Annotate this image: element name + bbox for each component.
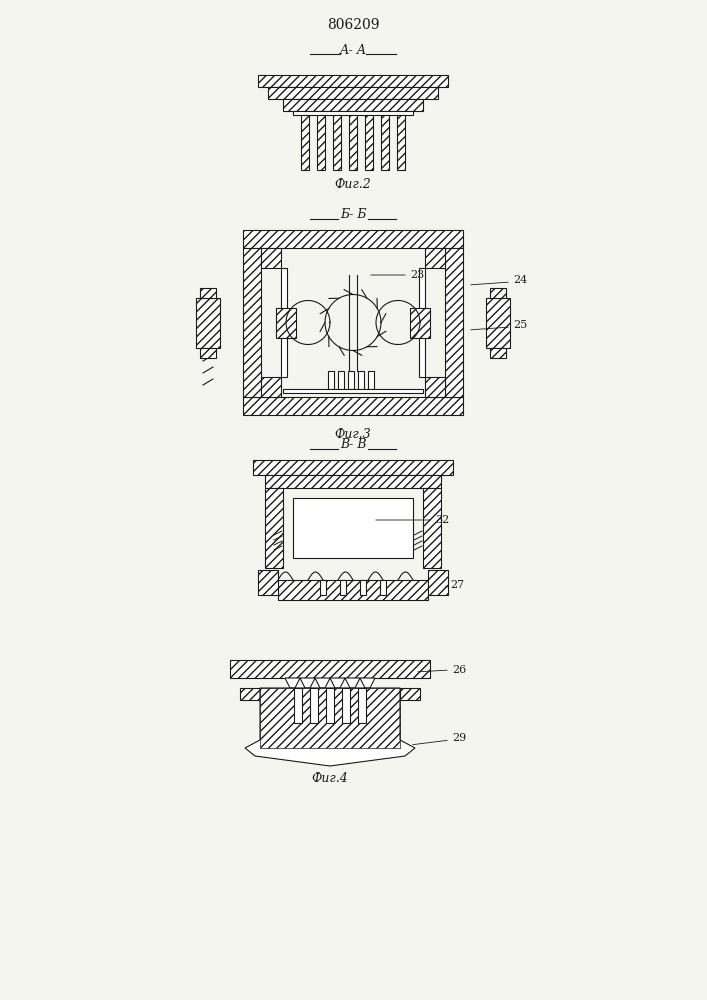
Polygon shape <box>315 678 330 688</box>
Bar <box>243 397 463 415</box>
Bar <box>423 488 441 568</box>
Text: 24: 24 <box>513 275 527 285</box>
Bar <box>276 308 296 338</box>
Polygon shape <box>330 678 345 688</box>
Bar <box>317 115 325 170</box>
Bar <box>486 298 510 348</box>
Bar <box>253 460 453 475</box>
Text: Фиг.3: Фиг.3 <box>334 428 371 442</box>
Bar <box>310 688 318 723</box>
Bar <box>490 348 506 358</box>
Bar <box>281 268 287 377</box>
Bar <box>346 679 359 687</box>
Bar <box>381 115 389 170</box>
Bar <box>326 688 334 723</box>
Bar <box>358 688 366 723</box>
Bar <box>258 75 448 87</box>
Bar <box>265 475 441 488</box>
Bar <box>196 298 220 348</box>
Bar <box>338 370 344 388</box>
Bar <box>348 370 354 388</box>
Bar <box>293 498 413 558</box>
Bar <box>200 348 216 358</box>
Bar <box>243 230 463 248</box>
Bar <box>365 115 373 170</box>
Bar <box>200 288 216 298</box>
Bar <box>360 580 366 595</box>
Bar <box>230 660 430 678</box>
Bar <box>445 248 463 397</box>
Polygon shape <box>300 678 315 688</box>
Bar <box>425 248 445 268</box>
Bar <box>243 248 261 397</box>
Text: 25: 25 <box>513 320 527 330</box>
Text: 23: 23 <box>410 270 424 280</box>
Text: 29: 29 <box>452 733 466 743</box>
Bar <box>361 679 374 687</box>
Text: Фиг.4: Фиг.4 <box>312 772 349 784</box>
Text: Фиг.2: Фиг.2 <box>334 178 371 192</box>
Bar <box>320 580 326 595</box>
Bar <box>316 679 329 687</box>
Polygon shape <box>245 688 415 766</box>
Bar <box>380 580 386 595</box>
Bar <box>278 580 428 600</box>
Bar <box>358 370 364 388</box>
Bar <box>286 679 299 687</box>
Bar <box>283 388 423 392</box>
Bar <box>301 115 309 170</box>
Bar <box>293 111 413 115</box>
Bar <box>261 248 281 268</box>
Bar <box>419 268 425 377</box>
Bar <box>268 87 438 99</box>
Polygon shape <box>285 678 300 688</box>
Bar <box>428 570 448 595</box>
Bar <box>340 580 346 595</box>
Bar <box>342 688 350 723</box>
Bar <box>283 99 423 111</box>
Bar <box>333 115 341 170</box>
Bar <box>301 679 314 687</box>
Bar <box>400 688 420 700</box>
Bar <box>258 570 278 595</box>
Text: В- В: В- В <box>340 438 366 452</box>
Text: А- А: А- А <box>339 43 367 56</box>
Bar <box>331 679 344 687</box>
Text: 27: 27 <box>450 580 464 590</box>
Bar <box>410 308 430 338</box>
Bar <box>368 370 374 388</box>
Polygon shape <box>360 678 375 688</box>
Bar <box>397 115 405 170</box>
Text: 806209: 806209 <box>327 18 379 32</box>
Bar <box>349 115 357 170</box>
Bar <box>294 688 302 723</box>
Text: 26: 26 <box>452 665 466 675</box>
Bar <box>261 377 281 397</box>
Text: Б- Б: Б- Б <box>340 209 366 222</box>
Bar <box>328 370 334 388</box>
Bar <box>240 688 260 700</box>
Polygon shape <box>345 678 360 688</box>
Text: 32: 32 <box>435 515 449 525</box>
Bar <box>265 488 283 568</box>
Bar <box>490 288 506 298</box>
Bar <box>425 377 445 397</box>
Bar <box>260 688 400 748</box>
